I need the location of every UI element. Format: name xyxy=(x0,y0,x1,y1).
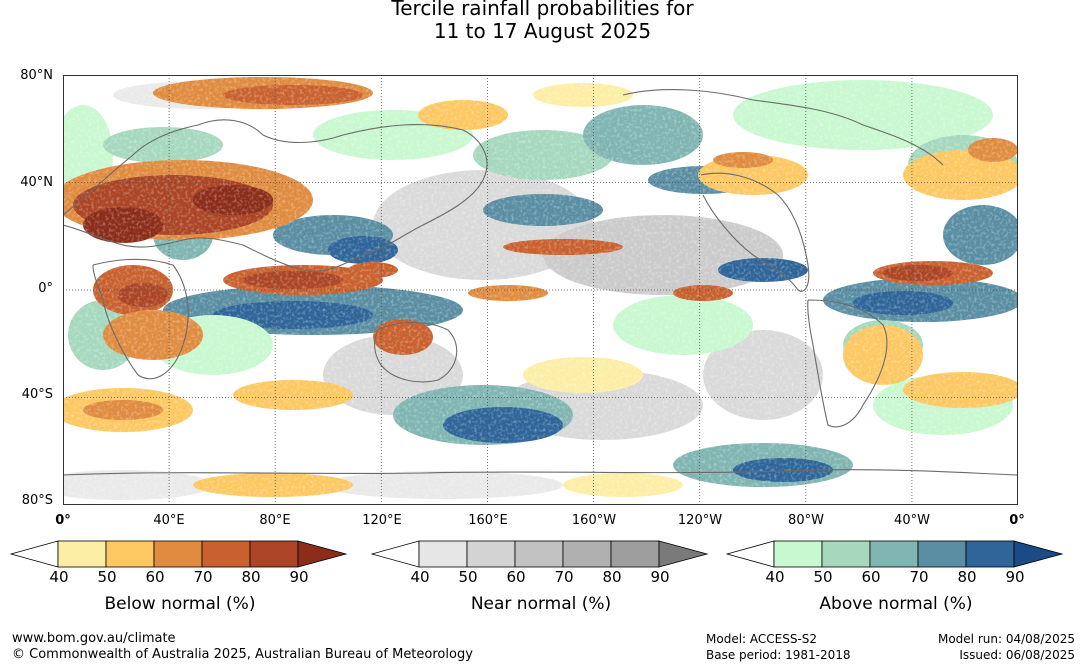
colorbar-segment xyxy=(610,540,660,568)
graticule xyxy=(63,75,1018,505)
lat-label-40n: 40°N xyxy=(20,175,53,190)
colorbar-above-normal xyxy=(726,540,1064,568)
cb2-tick: 60 xyxy=(861,568,881,586)
colorbar-segment xyxy=(869,540,919,568)
cb2-tick: 50 xyxy=(813,568,833,586)
map-title-line-1: Tercile rainfall probabilities for xyxy=(391,0,694,20)
coastlines xyxy=(63,89,1018,476)
colorbar-extension-low xyxy=(10,540,59,568)
cb0-tick: 90 xyxy=(289,568,309,586)
colorbar-segment xyxy=(249,540,299,568)
cb0-tick: 80 xyxy=(241,568,261,586)
cb1-tick: 40 xyxy=(410,568,430,586)
cb2-tick: 40 xyxy=(765,568,785,586)
colorbar-title-below-normal: Below normal (%) xyxy=(104,594,256,614)
colorbar-segment xyxy=(153,540,203,568)
colorbar-title-near-normal: Near normal (%) xyxy=(470,594,612,614)
colorbar-segment xyxy=(821,540,871,568)
lon-label-0-east: 0° xyxy=(1009,513,1025,528)
colorbar-extension-low xyxy=(371,540,420,568)
lon-label-120w: 120°W xyxy=(677,513,723,528)
cb1-tick: 70 xyxy=(554,568,574,586)
cb2-tick: 80 xyxy=(957,568,977,586)
colorbar-near-normal xyxy=(371,540,709,568)
cb1-tick: 80 xyxy=(602,568,622,586)
colorbar-segment xyxy=(514,540,564,568)
cb2-tick: 90 xyxy=(1005,568,1025,586)
lat-label-40s: 40°S xyxy=(21,387,53,402)
colorbar-extension-high xyxy=(658,540,709,568)
colorbar-title-above-normal: Above normal (%) xyxy=(819,594,973,614)
lat-label-80n: 80°N xyxy=(20,68,53,83)
cb0-tick: 60 xyxy=(145,568,165,586)
cb2-tick: 70 xyxy=(909,568,929,586)
colorbar-extension-high xyxy=(1013,540,1064,568)
colorbar-segment xyxy=(418,540,468,568)
colorbar-extension-low xyxy=(726,540,775,568)
rainfall-probability-map xyxy=(63,75,1018,505)
footer-site-url: www.bom.gov.au/climate xyxy=(12,631,176,646)
lon-label-160w: 160°W xyxy=(571,513,617,528)
footer-copyright: © Commonwealth of Australia 2025, Austra… xyxy=(12,647,473,662)
colorbar-segment xyxy=(773,540,823,568)
footer-issued: Issued: 06/08/2025 xyxy=(959,648,1075,662)
cb0-tick: 50 xyxy=(97,568,117,586)
lon-label-160e: 160°E xyxy=(468,513,508,528)
colorbar-segment xyxy=(201,540,251,568)
colorbar-below-normal xyxy=(10,540,348,568)
lon-label-40w: 40°W xyxy=(894,513,930,528)
footer-model: Model: ACCESS-S2 xyxy=(706,632,818,646)
map-frame xyxy=(63,75,1018,505)
lon-label-120e: 120°E xyxy=(362,513,402,528)
lon-label-80w: 80°W xyxy=(788,513,824,528)
colorbar-segment xyxy=(57,540,107,568)
colorbar-segment xyxy=(562,540,612,568)
lon-label-0: 0° xyxy=(55,513,71,528)
colorbar-extension-high xyxy=(297,540,348,568)
lat-label-80s: 80°S xyxy=(21,493,53,508)
colorbar-segment xyxy=(917,540,967,568)
colorbar-segment xyxy=(965,540,1015,568)
cb1-tick: 50 xyxy=(458,568,478,586)
cb1-tick: 60 xyxy=(506,568,526,586)
cb1-tick: 90 xyxy=(650,568,670,586)
footer-base-period: Base period: 1981-2018 xyxy=(706,648,851,662)
cb0-tick: 70 xyxy=(193,568,213,586)
colorbar-segment xyxy=(105,540,155,568)
cb0-tick: 40 xyxy=(49,568,69,586)
lon-label-80e: 80°E xyxy=(259,513,291,528)
lat-label-0: 0° xyxy=(38,281,53,296)
footer-model-run: Model run: 04/08/2025 xyxy=(937,632,1075,646)
colorbar-segment xyxy=(466,540,516,568)
map-title-line-2: 11 to 17 August 2025 xyxy=(433,19,652,43)
lon-label-40e: 40°E xyxy=(153,513,185,528)
